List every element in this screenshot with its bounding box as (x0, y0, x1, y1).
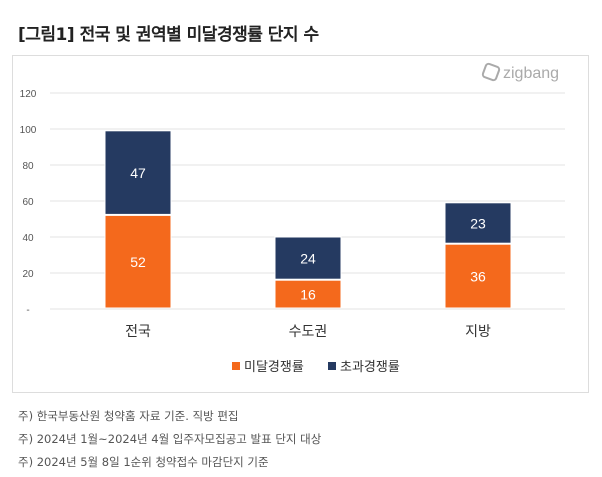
zigbang-logo: zigbang (480, 61, 560, 83)
bar-초과경쟁률 (444, 202, 512, 244)
bar-미달경쟁률 (444, 243, 512, 309)
y-tick-label: 60 (22, 197, 34, 208)
y-tick-label: 120 (20, 89, 37, 100)
x-tick-label: 전국 (125, 324, 151, 340)
data-label: 36 (470, 269, 486, 285)
y-tick-label: - (26, 305, 29, 316)
legend-label: 초과경쟁률 (340, 360, 400, 375)
y-tick-label: 80 (22, 161, 34, 172)
data-label: 52 (130, 254, 146, 270)
bar-미달경쟁률 (274, 279, 342, 309)
bar-초과경쟁률 (274, 236, 342, 280)
page-title: [그림1] 전국 및 권역별 미달경쟁률 단지 수 (18, 25, 319, 45)
logo-text: zigbang (503, 65, 560, 82)
data-label: 23 (470, 216, 486, 232)
chart-frame (12, 55, 589, 393)
legend-label: 미달경쟁률 (244, 360, 304, 375)
y-tick-label: 20 (22, 269, 34, 280)
data-label: 47 (130, 165, 146, 181)
bar-미달경쟁률 (104, 214, 172, 309)
data-label: 24 (300, 251, 316, 267)
legend-swatch (232, 362, 240, 370)
x-tick-label: 지방 (465, 324, 491, 340)
y-tick-label: 100 (20, 125, 37, 136)
data-label: 16 (300, 287, 316, 303)
note-1: 주) 한국부동산원 청약홈 자료 기준. 직방 편집 (18, 409, 239, 423)
note-3: 주) 2024년 5월 8일 1순위 청약접수 마감단지 기준 (18, 455, 269, 469)
y-tick-label: 40 (22, 233, 34, 244)
x-tick-label: 수도권 (289, 324, 328, 340)
legend-swatch (328, 362, 336, 370)
bar-초과경쟁률 (104, 130, 172, 215)
note-2: 주) 2024년 1월~2024년 4월 입주자모집공고 발표 단지 대상 (18, 432, 322, 446)
